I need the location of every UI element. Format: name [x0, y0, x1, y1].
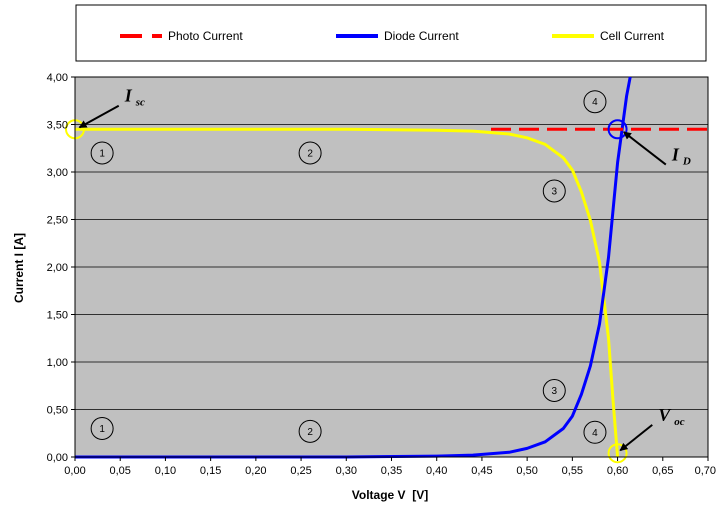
x-tick-label: 0,40: [426, 465, 447, 477]
y-tick-label: 1,00: [47, 357, 68, 369]
region-marker-label: 1: [99, 424, 105, 435]
point-id: [607, 119, 628, 140]
x-tick-label: 0,55: [562, 465, 583, 477]
y-tick-label: 0,00: [47, 452, 68, 464]
legend-label-photo-current: Photo Current: [168, 29, 243, 43]
region-marker: 3: [542, 179, 566, 203]
region-marker-label: 3: [551, 187, 557, 198]
legend-label-diode-current: Diode Current: [384, 29, 459, 43]
x-tick-label: 0,65: [652, 465, 673, 477]
y-axis-title: Current I [A]: [12, 233, 26, 303]
y-tick-label: 4,00: [47, 72, 68, 84]
y-tick-label: 1,50: [47, 310, 68, 322]
legend-box: [75, 4, 707, 62]
region-marker-label: 4: [592, 428, 598, 439]
x-tick-label: 0,50: [516, 465, 537, 477]
legend: Photo Current Diode Current Cell Current: [75, 4, 707, 62]
region-markers: 1 2 3 4 1 2 3 4: [90, 90, 607, 444]
legend-label-cell-current: Cell Current: [600, 29, 665, 43]
region-marker-label: 3: [551, 386, 557, 397]
annotation-arrow: [623, 131, 667, 166]
series-cell-current: [75, 127, 620, 458]
region-marker-circle: [542, 379, 566, 402]
region-marker: 1: [90, 417, 114, 440]
point-voc: [607, 443, 628, 464]
region-marker-label: 4: [592, 97, 598, 108]
y-tick-label: 3,50: [47, 120, 68, 132]
region-marker-label: 2: [307, 427, 313, 438]
y-tick-label: 2,50: [47, 215, 68, 227]
x-tick-label: 0,70: [695, 465, 716, 477]
region-marker: 2: [298, 419, 322, 443]
region-marker-circle: [583, 420, 607, 444]
x-tick-label: 0,20: [245, 465, 266, 477]
x-tick-label: 0,05: [110, 465, 131, 477]
x-tick-label: 0,35: [381, 465, 402, 477]
region-marker: 2: [298, 141, 322, 165]
region-marker-circle: [298, 141, 322, 165]
x-tick-label: 0,00: [64, 465, 85, 477]
x-tick-label: 0,25: [290, 465, 311, 477]
y-tick-label: 2,00: [47, 262, 68, 274]
region-marker-circle: [90, 141, 114, 165]
x-tick-label: 0,30: [336, 465, 357, 477]
region-marker: 3: [542, 379, 566, 402]
region-marker: 1: [90, 141, 114, 165]
y-tick-label: 0,50: [47, 405, 68, 417]
region-marker-circle: [298, 419, 322, 443]
x-tick-label: 0,15: [200, 465, 221, 477]
axes: 0,00 0,50 1,00 1,50 2,00 2,50 3,00 3,50 4,00 0,00…: [47, 72, 716, 477]
x-axis-title: Voltage V [V]: [352, 488, 428, 502]
region-marker-circle: [583, 90, 607, 114]
region-marker: 4: [583, 90, 607, 114]
region-marker-circle: [542, 179, 566, 203]
annotation-arrow: [619, 424, 653, 452]
x-tick-label: 0,45: [471, 465, 492, 477]
annotation-arrow: [78, 104, 120, 129]
region-marker-label: 1: [99, 149, 105, 160]
region-marker-circle: [90, 417, 114, 440]
region-marker: 4: [583, 420, 607, 444]
x-tick-label: 0,10: [155, 465, 176, 477]
x-tick-label: 0,60: [607, 465, 628, 477]
y-tick-label: 3,00: [47, 167, 68, 179]
region-marker-label: 2: [307, 149, 313, 160]
